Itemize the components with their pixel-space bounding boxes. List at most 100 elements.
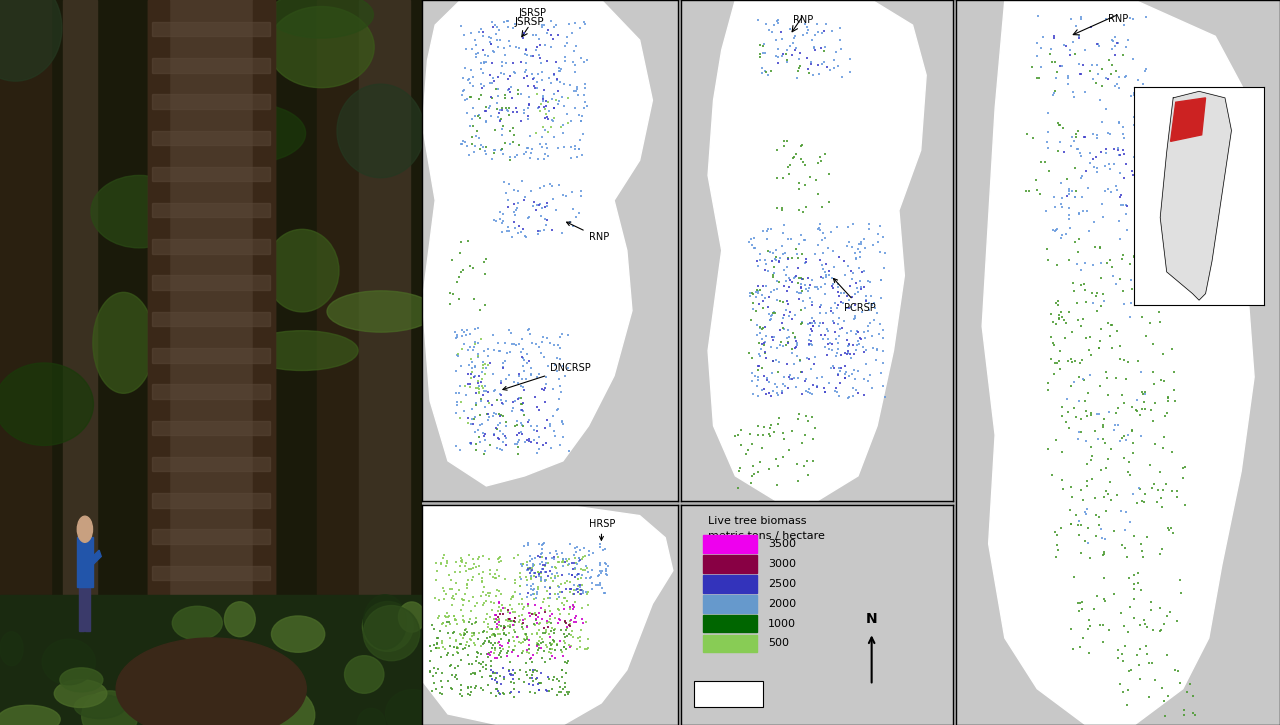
Point bbox=[777, 333, 797, 344]
Point bbox=[470, 304, 490, 315]
Point bbox=[447, 660, 467, 671]
Point bbox=[495, 49, 516, 60]
Point bbox=[792, 139, 813, 151]
Point bbox=[445, 589, 466, 600]
Point bbox=[1093, 593, 1114, 605]
Point bbox=[1166, 117, 1187, 129]
Point bbox=[1041, 308, 1061, 320]
Point bbox=[1107, 144, 1128, 155]
Text: 2000: 2000 bbox=[768, 599, 796, 609]
Point bbox=[769, 257, 790, 268]
Point bbox=[502, 402, 522, 414]
Point bbox=[535, 383, 556, 394]
Point bbox=[564, 66, 585, 78]
Point bbox=[509, 610, 530, 622]
Point bbox=[1076, 475, 1097, 486]
Point bbox=[813, 227, 833, 239]
Text: HRSP: HRSP bbox=[589, 518, 614, 540]
Point bbox=[1116, 208, 1137, 220]
Point bbox=[1116, 158, 1137, 170]
Point bbox=[529, 635, 549, 647]
Point bbox=[1094, 437, 1115, 449]
Point bbox=[440, 641, 461, 652]
Point bbox=[1110, 233, 1130, 244]
Point bbox=[522, 562, 543, 573]
Point bbox=[768, 17, 788, 28]
Point bbox=[513, 28, 534, 40]
Point bbox=[498, 201, 518, 212]
Point bbox=[594, 587, 614, 599]
Point bbox=[438, 627, 458, 639]
Point bbox=[1043, 339, 1064, 350]
Point bbox=[453, 614, 474, 626]
Point bbox=[785, 270, 805, 282]
Point bbox=[535, 581, 556, 592]
Point bbox=[809, 307, 829, 319]
Point bbox=[495, 629, 516, 641]
Point bbox=[516, 231, 536, 243]
Point bbox=[544, 671, 564, 683]
Point bbox=[1096, 13, 1116, 25]
Point bbox=[447, 641, 467, 652]
Point bbox=[1169, 131, 1189, 143]
Point bbox=[1087, 288, 1107, 299]
Point bbox=[447, 397, 467, 408]
Point bbox=[484, 613, 504, 625]
Point bbox=[1143, 339, 1164, 350]
Point bbox=[1068, 143, 1088, 154]
Point bbox=[500, 86, 521, 98]
Point bbox=[452, 554, 472, 566]
Point bbox=[520, 654, 540, 666]
Point bbox=[1149, 625, 1170, 637]
Point bbox=[1138, 223, 1158, 235]
Point bbox=[1065, 191, 1085, 203]
Point bbox=[511, 573, 531, 585]
Point bbox=[1106, 37, 1126, 49]
Point bbox=[483, 46, 503, 57]
Point bbox=[463, 668, 484, 679]
Point bbox=[558, 688, 579, 700]
Point bbox=[562, 220, 582, 232]
Point bbox=[870, 293, 891, 304]
Point bbox=[835, 360, 855, 372]
Point bbox=[812, 281, 832, 293]
Ellipse shape bbox=[352, 635, 379, 660]
Point bbox=[828, 337, 849, 349]
Point bbox=[550, 624, 571, 636]
Point bbox=[524, 584, 544, 596]
Point bbox=[590, 542, 611, 553]
Point bbox=[467, 424, 488, 436]
Point bbox=[1153, 484, 1174, 496]
Point bbox=[493, 662, 513, 674]
Point bbox=[557, 622, 577, 634]
Point bbox=[1162, 527, 1183, 539]
Point bbox=[1124, 583, 1144, 594]
Point bbox=[1130, 116, 1151, 128]
Point bbox=[1052, 61, 1073, 72]
Point bbox=[773, 451, 794, 463]
Point bbox=[525, 552, 545, 563]
Point bbox=[531, 668, 552, 679]
Point bbox=[474, 359, 494, 370]
Point bbox=[808, 157, 828, 169]
Point bbox=[454, 642, 475, 654]
Point bbox=[527, 88, 548, 99]
Point bbox=[502, 327, 522, 339]
Point bbox=[590, 579, 611, 591]
Point bbox=[1053, 39, 1074, 51]
Point bbox=[748, 374, 768, 386]
Point bbox=[1051, 474, 1071, 486]
Ellipse shape bbox=[0, 376, 50, 437]
Point bbox=[538, 196, 558, 208]
Point bbox=[545, 562, 566, 573]
Point bbox=[788, 273, 809, 284]
Point bbox=[1107, 78, 1128, 89]
Point bbox=[794, 460, 814, 472]
Point bbox=[788, 239, 809, 250]
Point bbox=[1068, 434, 1088, 445]
Point bbox=[433, 582, 453, 594]
Point bbox=[1085, 291, 1106, 302]
Point bbox=[559, 615, 580, 626]
Point bbox=[544, 339, 564, 351]
Point bbox=[495, 415, 516, 427]
